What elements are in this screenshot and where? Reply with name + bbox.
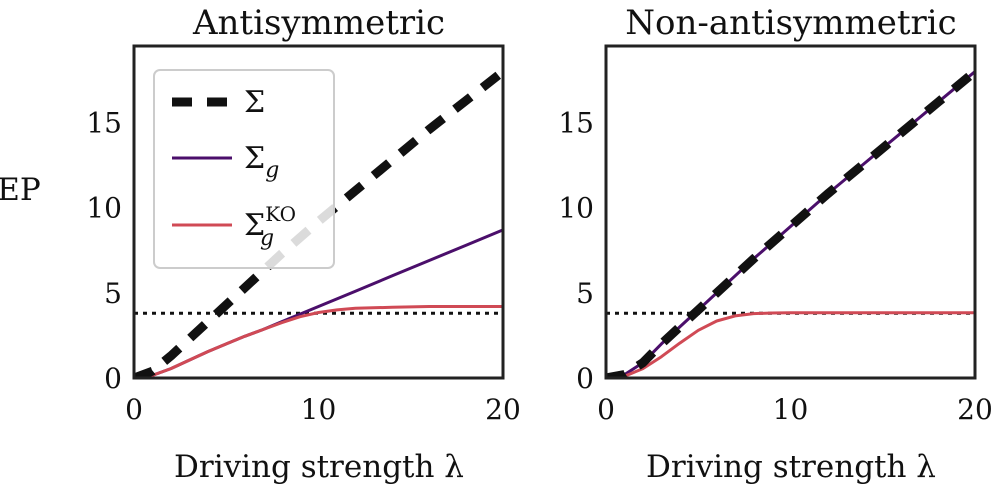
series-sigma-g: [606, 70, 975, 378]
y-tick-label: 10: [86, 192, 122, 225]
x-axis-label: Driving strength λ: [174, 449, 464, 485]
y-tick-label: 0: [104, 362, 122, 395]
panel-title: Non-antisymmetric: [625, 3, 956, 43]
series-sigma-g-ko: [134, 305, 503, 378]
y-tick-label: 5: [576, 277, 594, 310]
x-tick-label: 10: [301, 393, 337, 426]
x-axis-label: Driving strength λ: [646, 449, 936, 485]
legend-box: [153, 69, 335, 269]
panel-non-antisymmetric: Non-antisymmetric Driving strength λ 0 10…: [558, 3, 992, 485]
legend-label: Σ: [244, 85, 265, 120]
plot-area: 0 10 20 0 5 10 15: [86, 67, 521, 426]
panel-title: Antisymmetric: [192, 3, 445, 43]
panel-antisymmetric: Antisymmetric EP Driving strength λ 0 10 2…: [0, 3, 521, 485]
series-sigma-g-ko: [606, 311, 975, 378]
x-tick-label: 20: [957, 393, 993, 426]
legend-label-subscript: g: [265, 158, 279, 183]
y-tick-label: 15: [86, 107, 122, 140]
x-tick-label: 20: [485, 393, 521, 426]
series-layer: [606, 68, 975, 378]
y-tick-label: 10: [558, 192, 594, 225]
series-sigma: [606, 68, 975, 378]
y-tick-label: 15: [558, 107, 594, 140]
axes-frame: [132, 44, 505, 380]
plot-area: 0 10 20 0 5 10 15: [558, 68, 993, 426]
y-tick-label: 5: [104, 277, 122, 310]
x-tick-label: 10: [773, 393, 809, 426]
legend-label-subscript: g: [260, 226, 274, 251]
y-axis-label: EP: [0, 172, 41, 208]
y-tick-label: 0: [576, 362, 594, 395]
legend-label-superscript: KO: [265, 202, 296, 226]
x-tick-label: 0: [597, 393, 615, 426]
axes-frame: [604, 44, 977, 380]
x-tick-label: 0: [125, 393, 143, 426]
